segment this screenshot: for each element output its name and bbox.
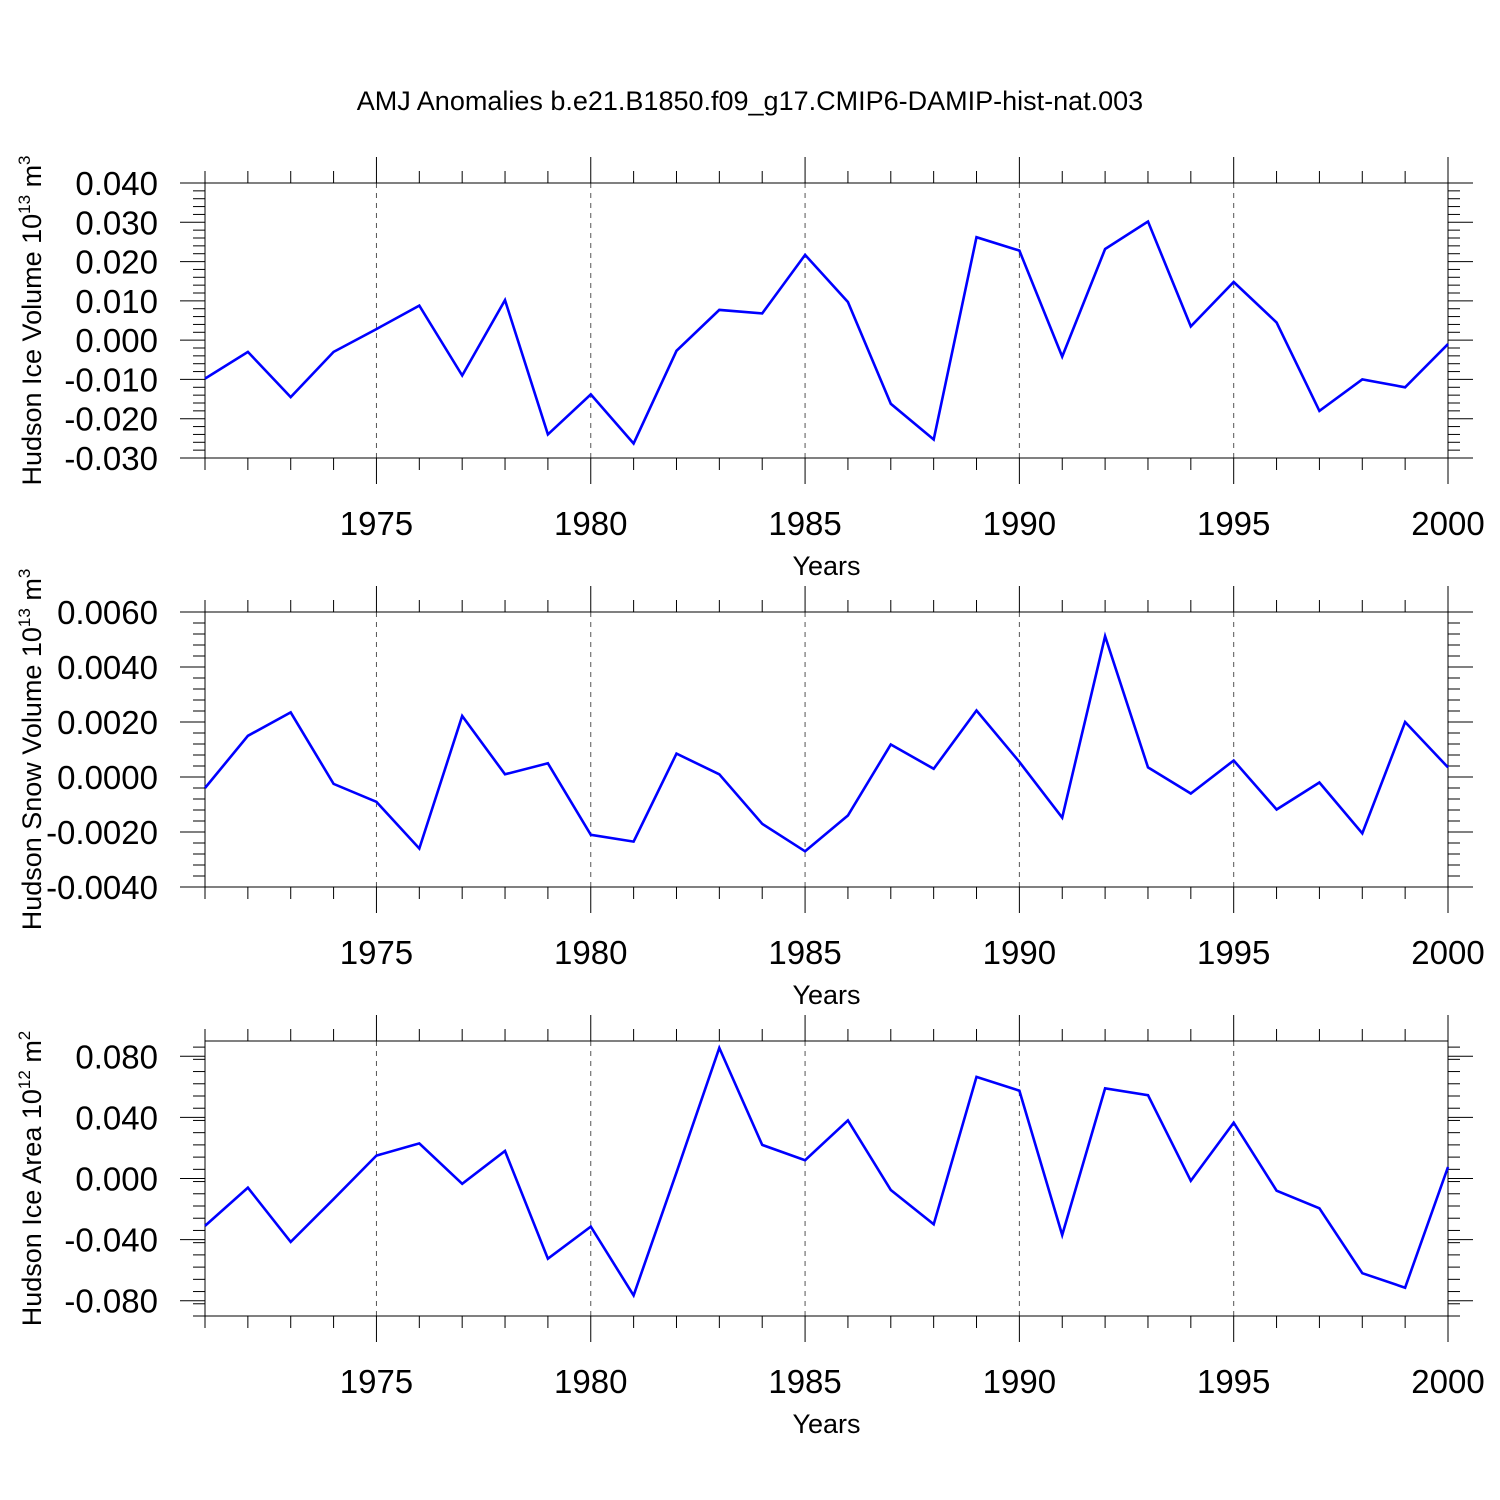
series-line (203, 631, 1449, 853)
y-tick-label: 0.0040 (57, 649, 158, 686)
plot-frame (204, 182, 1449, 459)
y-tick-label: -0.0020 (46, 814, 158, 851)
chart-title: AMJ Anomalies b.e21.B1850.f09_g17.CMIP6-… (357, 86, 1143, 116)
y-tick-label: 0.0020 (57, 704, 158, 741)
x-tick-label: 2000 (1411, 505, 1484, 542)
x-tick-label: 1975 (340, 505, 413, 542)
plot-frame (204, 611, 1449, 888)
x-axis-label: Years (792, 1409, 860, 1439)
y-tick-label: 0.0060 (57, 594, 158, 631)
x-tick-label: 1975 (340, 934, 413, 971)
y-axis-label-main: Hudson Ice Area 10 (17, 1089, 47, 1326)
y-tick-label: 0.040 (75, 1099, 158, 1136)
y-axis-label-unit-exp: 2 (15, 1031, 34, 1040)
y-tick-label: 0.000 (75, 1161, 158, 1198)
y-tick-label: -0.010 (64, 361, 158, 398)
y-tick-label: -0.020 (64, 401, 158, 438)
y-axis-label: Hudson Snow Volume 1013 m3 (15, 569, 47, 931)
panel-ice-area: -0.080 -0.040 0.000 0.040 0.080 1975 1980 1985 1… (15, 1015, 1485, 1439)
y-axis-label-unit-exp: 3 (15, 155, 34, 164)
x-axis-label: Years (792, 551, 860, 581)
y-tick-label: 0.030 (75, 204, 158, 241)
y-axis-label-main: Hudson Ice Volume 10 (17, 214, 47, 486)
x-tick-label: 2000 (1411, 1363, 1484, 1400)
x-tick-label: 1995 (1197, 505, 1270, 542)
x-tick-label: 1985 (768, 1363, 841, 1400)
y-axis-label-exp: 13 (15, 608, 34, 627)
x-tick-label: 1985 (768, 934, 841, 971)
x-tick-label: 1975 (340, 1363, 413, 1400)
y-axis-label-exp: 13 (15, 195, 34, 214)
x-tick-label: 1980 (554, 1363, 627, 1400)
y-axis-label-unit: m (17, 578, 47, 608)
x-tick-label: 1985 (768, 505, 841, 542)
y-axis-label-main: Hudson Snow Volume 10 (17, 627, 47, 930)
y-tick-label: 0.080 (75, 1038, 158, 1075)
y-tick-label: 0.040 (75, 165, 158, 202)
y-tick-label: 0.0000 (57, 759, 158, 796)
plot-frame (204, 1040, 1449, 1317)
panel-ice-volume: -0.030-0.020-0.0100.0000.0100.0200.0300.… (15, 155, 1485, 581)
y-axis-label-unit-exp: 3 (15, 569, 34, 578)
y-tick-label: -0.080 (64, 1283, 158, 1320)
x-tick-label: 1990 (983, 934, 1056, 971)
x-tick-label: 1990 (983, 505, 1056, 542)
x-tick-label: 1995 (1197, 934, 1270, 971)
y-tick-label: -0.030 (64, 440, 158, 477)
x-tick-label: 1980 (554, 934, 627, 971)
y-axis-label: Hudson Ice Volume 1013 m3 (15, 155, 47, 485)
y-tick-label: -0.040 (64, 1222, 158, 1259)
y-axis-label-exp: 12 (15, 1070, 34, 1089)
y-tick-label: 0.000 (75, 322, 158, 359)
y-axis-label-unit: m (17, 165, 47, 195)
y-axis-label-unit: m (17, 1040, 47, 1070)
panel-snow-volume: -0.0040 -0.0020 0.0000 0.0020 0.0040 0.0060 19… (15, 569, 1485, 1010)
series-line (204, 1044, 1450, 1299)
series-line (204, 219, 1449, 446)
x-tick-label: 1995 (1197, 1363, 1270, 1400)
y-tick-label: -0.0040 (46, 869, 158, 906)
x-tick-label: 1990 (983, 1363, 1056, 1400)
x-axis-label: Years (792, 980, 860, 1010)
x-tick-label: 1980 (554, 505, 627, 542)
x-tick-label: 2000 (1411, 934, 1484, 971)
y-tick-label: 0.010 (75, 283, 158, 320)
y-tick-label: 0.020 (75, 244, 158, 281)
y-axis-label: Hudson Ice Area 1012 m2 (15, 1031, 47, 1327)
